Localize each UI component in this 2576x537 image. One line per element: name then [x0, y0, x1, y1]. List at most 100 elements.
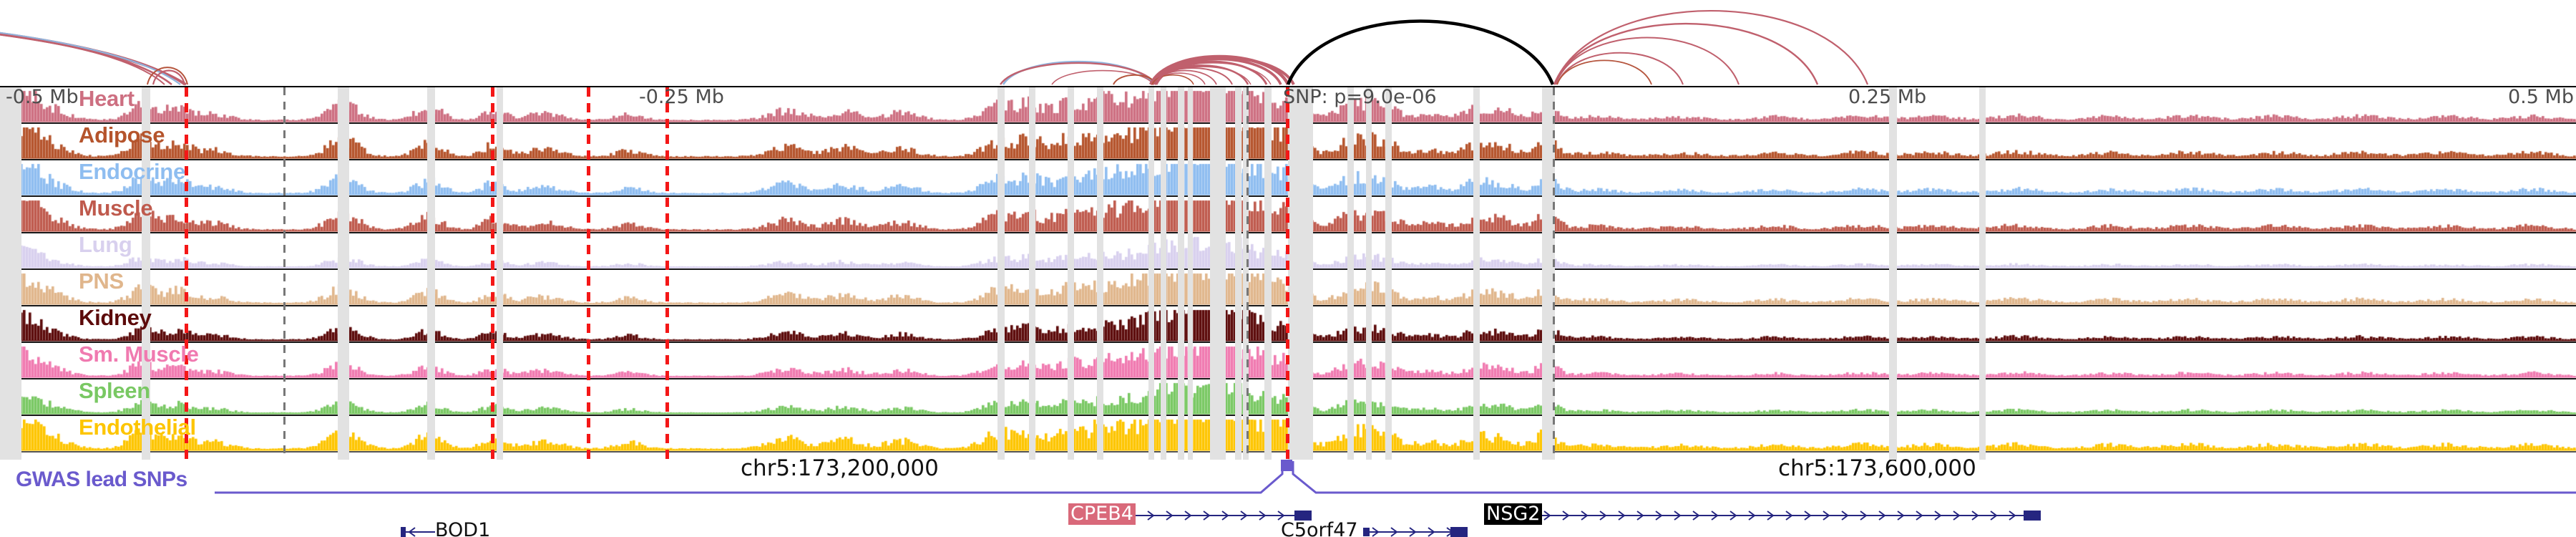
interaction-arc[interactable] [1555, 37, 1740, 85]
gene-strand-arrow [1240, 511, 1248, 521]
interaction-arc[interactable] [1000, 62, 1157, 85]
interaction-arc[interactable] [0, 15, 181, 85]
interaction-arc[interactable] [1154, 62, 1272, 85]
signal-track-pns[interactable]: PNS [0, 270, 2576, 306]
interaction-arc[interactable] [1556, 59, 1652, 85]
gene-strand-arrow [1562, 511, 1570, 521]
interaction-arc[interactable] [1051, 69, 1154, 85]
genomic-coordinate-label: chr5:173,200,000 [741, 455, 939, 481]
gene-strand-arrow [1166, 511, 1174, 521]
gene-track-svg[interactable] [0, 458, 2576, 537]
track-label-pns: PNS [79, 270, 124, 294]
gene-exon [1450, 527, 1468, 537]
gene-strand-arrow [1897, 511, 1905, 521]
interaction-arc[interactable] [1553, 10, 1869, 85]
track-label-heart: Heart [79, 87, 135, 111]
gene-strand-arrow [1372, 527, 1380, 537]
snp-marker[interactable] [1281, 460, 1292, 471]
gene-strand-arrow [1184, 511, 1192, 521]
signal-histogram [0, 160, 2576, 195]
gene-strand-arrow [1878, 511, 1886, 521]
gene-label-bod1[interactable]: BOD1 [435, 519, 491, 537]
signal-track-lung[interactable]: Lung [0, 233, 2576, 270]
axis-tick-label: -0.5 Mb [6, 87, 79, 108]
signal-histogram [0, 124, 2576, 159]
interaction-arc[interactable] [0, 24, 165, 85]
gene-strand-arrow [1409, 527, 1417, 537]
gene-strand-arrow [1841, 511, 1849, 521]
gene-strand-arrow [1860, 511, 1868, 521]
axis-tick-label: 0.25 Mb [1848, 87, 1927, 108]
signal-histogram [0, 343, 2576, 378]
gene-exon [401, 527, 406, 537]
track-label-spleen: Spleen [79, 379, 150, 403]
gene-exon [2024, 511, 2041, 521]
interaction-arc-panel[interactable] [0, 0, 2576, 86]
interaction-arc[interactable] [152, 69, 186, 85]
signal-histogram [0, 416, 2576, 451]
gene-exon [1294, 511, 1312, 521]
interaction-arc[interactable] [1286, 19, 1555, 85]
annotation-panel: GWAS lead SNPs chr5:173,200,000 chr5:173,… [0, 455, 2576, 537]
snp-pvalue-annotation: SNP: p=9.0e-06 [1283, 87, 1437, 108]
gene-strand-arrow [408, 527, 416, 537]
track-label-endocrine: Endocrine [79, 160, 185, 184]
gene-strand-arrow [1390, 527, 1398, 537]
signal-track-adipose[interactable]: Adipose [0, 124, 2576, 160]
axis-tick-label: 0.5 Mb [2508, 87, 2574, 108]
signal-histogram [0, 306, 2576, 342]
gene-strand-arrow [1599, 511, 1607, 521]
signal-histogram [0, 379, 2576, 415]
track-label-lung: Lung [79, 233, 132, 257]
interaction-arc[interactable] [0, 11, 187, 86]
signal-track-heart[interactable]: Heart -0.5 Mb -0.25 Mb SNP: p=9.0e-06 0.25 M… [0, 87, 2576, 124]
track-label-kidney: Kidney [79, 306, 152, 330]
gene-strand-arrow [1748, 511, 1756, 521]
gene-strand-arrow [1990, 511, 1998, 521]
gene-strand-arrow [1636, 511, 1644, 521]
track-label-sm-muscle: Sm. Muscle [79, 343, 199, 367]
gene-strand-arrow [1543, 511, 1551, 521]
signal-track-spleen[interactable]: Spleen [0, 379, 2576, 416]
interaction-arc[interactable] [1556, 52, 1684, 85]
gene-strand-arrow [1147, 511, 1155, 521]
interaction-arc[interactable] [1151, 74, 1194, 85]
gene-strand-arrow [1711, 511, 1719, 521]
gwas-baseline-right [1292, 461, 2576, 494]
gene-strand-arrow [1259, 511, 1267, 521]
interaction-arc[interactable] [0, 19, 172, 86]
signal-histogram [0, 270, 2576, 305]
gene-strand-arrow [1934, 511, 1942, 521]
gene-exon [1363, 528, 1370, 536]
gene-strand-arrow [1446, 527, 1454, 537]
track-label-adipose: Adipose [79, 124, 165, 147]
signal-track-endothelial[interactable]: Endothelial [0, 416, 2576, 453]
gene-strand-arrow [1674, 511, 1682, 521]
signal-track-muscle[interactable]: Muscle [0, 197, 2576, 233]
gene-strand-arrow [1277, 511, 1285, 521]
track-label-muscle: Muscle [79, 197, 153, 221]
interaction-arc[interactable] [147, 67, 188, 85]
gene-strand-arrow [2009, 511, 2016, 521]
genomic-coordinate-label: chr5:173,600,000 [1778, 455, 1976, 481]
signal-track-kidney[interactable]: Kidney [0, 306, 2576, 343]
gene-strand-arrow [1618, 511, 1626, 521]
gene-strand-arrow [1785, 511, 1793, 521]
signal-track-sm-muscle[interactable]: Sm. Muscle [0, 343, 2576, 379]
gene-strand-arrow [1804, 511, 1812, 521]
gene-label-c5orf47[interactable]: C5orf47 [1281, 519, 1358, 537]
gene-strand-arrow [1729, 511, 1737, 521]
gene-strand-arrow [1203, 511, 1211, 521]
track-label-endothelial: Endothelial [79, 416, 196, 440]
gene-label-nsg2[interactable]: NSG2 [1484, 503, 1543, 525]
gwas-lead-snps-label: GWAS lead SNPs [16, 468, 187, 491]
signal-track-endocrine[interactable]: Endocrine [0, 160, 2576, 197]
gene-strand-arrow [1221, 511, 1229, 521]
interaction-arc[interactable] [1553, 23, 1819, 85]
signal-track-stack[interactable]: Heart -0.5 Mb -0.25 Mb SNP: p=9.0e-06 0.25 M… [0, 86, 2576, 460]
gene-strand-arrow [1655, 511, 1663, 521]
signal-histogram [0, 233, 2576, 268]
gene-label-cpeb4[interactable]: CPEB4 [1068, 503, 1136, 525]
gene-strand-arrow [1581, 511, 1589, 521]
